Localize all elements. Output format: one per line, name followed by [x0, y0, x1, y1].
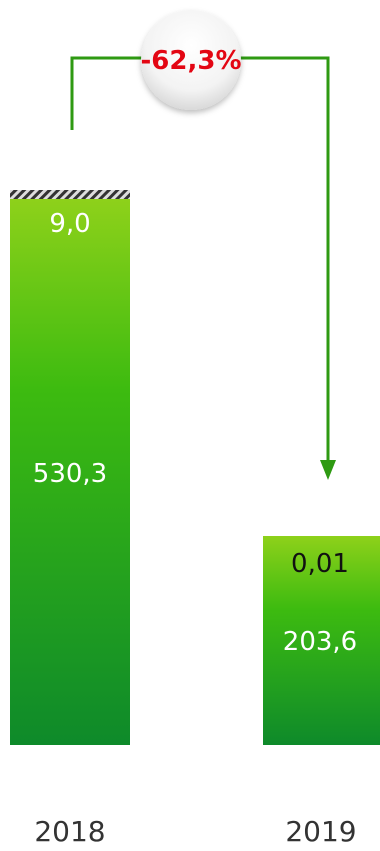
- bar-2018-bottom-segment: [10, 199, 130, 745]
- x-tick-label-2019: 2019: [285, 815, 356, 848]
- change-badge-circle: [141, 10, 241, 110]
- bar-2019-bottom-segment: [263, 536, 380, 745]
- bar-2018-bottom-label: 530,3: [33, 459, 107, 489]
- bar-2019-bottom-label: 203,6: [283, 627, 357, 657]
- bar-2019-top-label: 0,01: [291, 549, 349, 579]
- change-arrow-head: [320, 460, 336, 480]
- bar-2018-top-segment: [10, 190, 130, 199]
- change-percentage-label: -62,3%: [141, 46, 242, 76]
- x-tick-label-2018: 2018: [34, 815, 105, 848]
- bar-2018-top-label: 9,0: [49, 209, 90, 239]
